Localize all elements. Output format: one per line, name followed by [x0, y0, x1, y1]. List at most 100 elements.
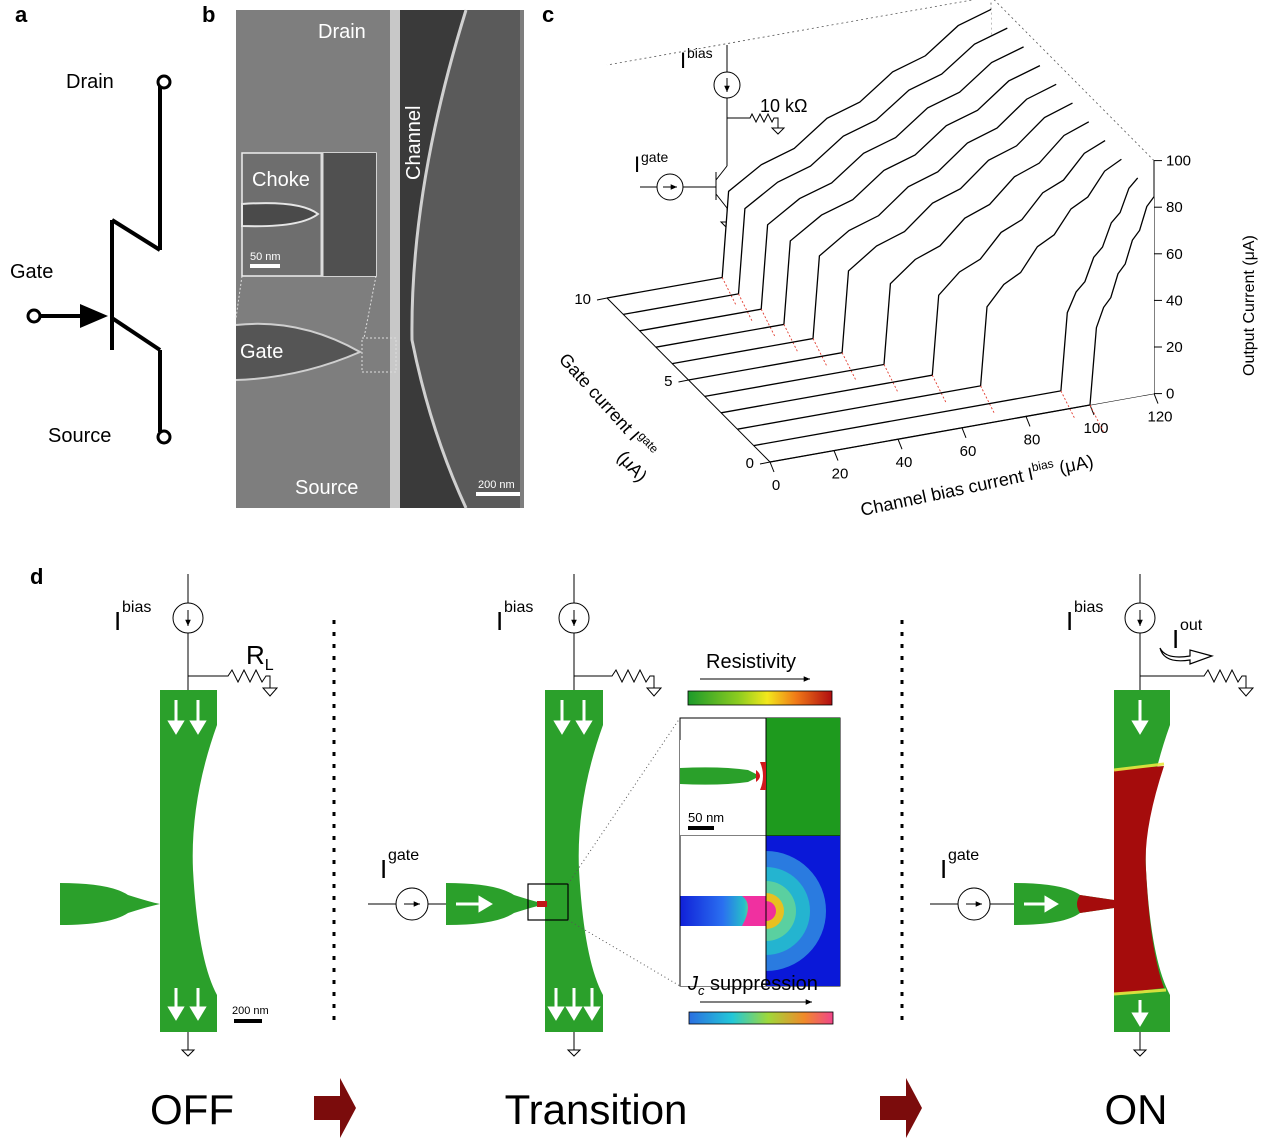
- panel-c-letter: c: [542, 2, 554, 27]
- box-edge: [993, 0, 1155, 161]
- gate-label: Gate: [10, 261, 53, 283]
- d-out-sup: out: [1180, 617, 1203, 634]
- d-transition-current-arrows: [456, 700, 601, 1021]
- d-out-base: I: [1172, 624, 1179, 654]
- threshold-marker: [1089, 404, 1105, 434]
- box-edge: [606, 0, 975, 66]
- sem-source-label: Source: [295, 477, 358, 499]
- series-line: [623, 27, 1008, 316]
- x-tick-label: 40: [896, 454, 913, 471]
- threshold-marker: [812, 338, 828, 367]
- c-bias-base: I: [680, 48, 686, 73]
- z-tick-label: 20: [1166, 339, 1183, 356]
- state-transition-label: Transition: [505, 1086, 688, 1133]
- sem-image: [235, 9, 524, 509]
- series-line: [655, 65, 1041, 348]
- d-transition-inset: Resistivity 50 nm Jc suppression: [679, 651, 841, 1025]
- d-on-current-arrows: [1024, 700, 1149, 1027]
- jc-suppression-label: Jc suppression: [687, 973, 818, 998]
- d-on-bias-sup: bias: [1074, 599, 1103, 616]
- threshold-marker: [841, 352, 857, 381]
- state-arrow-2: [880, 1078, 922, 1138]
- state-off-label: OFF: [150, 1086, 234, 1133]
- series-line: [606, 8, 992, 299]
- d-scale-label: 200 nm: [232, 1005, 269, 1017]
- series-line: [769, 196, 1155, 463]
- d-transition-state: [368, 574, 681, 1057]
- panel-c-circuit: [640, 45, 786, 229]
- sem-inset-scale-label: 50 nm: [250, 251, 281, 263]
- drain-label: Drain: [66, 71, 114, 93]
- x-tick-label: 100: [1083, 420, 1108, 437]
- x-tick: [769, 461, 775, 473]
- d-tr-bias-sup: bias: [504, 599, 533, 616]
- c-resistor-label: 10 kΩ: [760, 96, 807, 116]
- c-yaxis-label: Gate current Igate(μA): [539, 347, 670, 485]
- z-tick-label: 60: [1166, 246, 1183, 263]
- d-rl-label: RL: [246, 640, 274, 674]
- x-tick: [833, 450, 839, 461]
- d-off-bias-sup: bias: [122, 599, 151, 616]
- state-on-label: ON: [1105, 1086, 1168, 1133]
- series-line: [639, 46, 1024, 332]
- y-tick: [596, 297, 608, 301]
- c-gate-base: I: [634, 152, 640, 177]
- d-off-bias-base: I: [114, 606, 121, 636]
- y-tick-label: 0: [746, 455, 754, 472]
- sem-choke-label: Choke: [252, 169, 310, 191]
- x-tick: [1153, 393, 1159, 404]
- d-on-bias-base: I: [1066, 606, 1073, 636]
- x-tick-label: 120: [1147, 409, 1172, 426]
- x-tick: [897, 439, 903, 450]
- series-line: [688, 102, 1073, 381]
- y-tick-label: 10: [574, 291, 591, 308]
- z-tick-label: 80: [1166, 199, 1183, 216]
- inset-scale-label: 50 nm: [688, 810, 724, 825]
- threshold-marker: [980, 385, 996, 415]
- c-bias-sup: bias: [687, 45, 713, 61]
- d-tr-gate-base: I: [380, 854, 387, 884]
- d-tr-bias-base: I: [496, 606, 503, 636]
- d-on-state: [930, 574, 1255, 1057]
- x-tick: [1025, 416, 1031, 427]
- x-tick-label: 20: [832, 466, 849, 483]
- series-line: [720, 139, 1106, 414]
- threshold-marker: [721, 277, 737, 306]
- sem-drain-label: Drain: [318, 21, 366, 43]
- threshold-marker: [738, 293, 753, 323]
- z-tick-label: 40: [1166, 292, 1183, 309]
- panel-a-letter: a: [15, 2, 28, 27]
- source-label: Source: [48, 425, 111, 447]
- panel-b-letter: b: [202, 2, 215, 27]
- threshold-marker: [783, 324, 799, 353]
- y-tick-label: 5: [664, 373, 672, 390]
- z-tick-label: 0: [1166, 386, 1174, 403]
- z-tick-label: 100: [1166, 153, 1191, 170]
- sem-channel-label: Channel: [403, 105, 425, 180]
- y-tick: [759, 461, 771, 465]
- threshold-marker: [883, 364, 899, 393]
- series-line: [704, 121, 1090, 398]
- state-arrow-1: [314, 1078, 356, 1138]
- threshold-marker: [1060, 390, 1076, 420]
- d-tr-gate-sup: gate: [388, 847, 419, 864]
- series-line: [753, 177, 1139, 447]
- x-tick: [961, 427, 967, 438]
- threshold-marker: [760, 308, 776, 338]
- d-on-gate-base: I: [940, 854, 947, 884]
- c-zaxis-label: Output Current (μA): [1241, 235, 1258, 376]
- series-line: [672, 83, 1057, 365]
- x-tick-label: 0: [772, 477, 780, 494]
- x-tick-label: 80: [1024, 431, 1041, 448]
- series-fill: [737, 159, 1122, 430]
- y-tick: [678, 379, 689, 383]
- threshold-marker: [931, 374, 947, 404]
- series-line: [737, 158, 1122, 430]
- d-off-current-arrows: [167, 700, 207, 1021]
- c-xaxis-label: Channel bias current Ibias (μA): [858, 448, 1095, 520]
- d-on-gate-sup: gate: [948, 847, 979, 864]
- transistor-symbol: [26, 74, 172, 445]
- panel-d-letter: d: [30, 564, 43, 589]
